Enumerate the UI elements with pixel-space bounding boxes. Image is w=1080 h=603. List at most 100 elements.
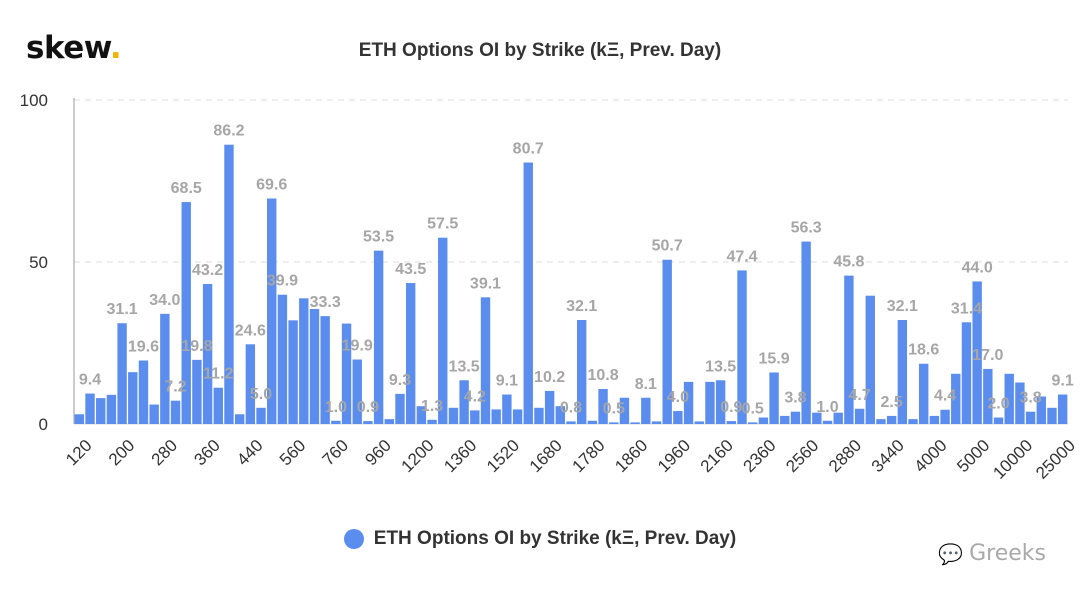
- bar: [662, 259, 672, 424]
- bar: [341, 323, 352, 424]
- x-tick-label: 4000: [911, 436, 951, 476]
- watermark: 💬 Greeks: [938, 541, 1046, 566]
- x-tick-label: 2880: [825, 436, 865, 476]
- bar: [822, 420, 833, 424]
- bar: [534, 407, 544, 424]
- data-label: 2.0: [987, 396, 1009, 413]
- data-label: 0.5: [742, 400, 764, 417]
- data-label: 32.1: [566, 298, 597, 315]
- x-tick-label: 120: [62, 436, 95, 469]
- bar: [405, 283, 416, 424]
- bar: [715, 380, 726, 424]
- bar: [224, 144, 234, 424]
- y-tick-label: 100: [20, 91, 48, 110]
- x-tick-label: 1780: [569, 436, 609, 476]
- data-label: 39.1: [470, 275, 501, 292]
- bar: [747, 422, 758, 424]
- data-label: 1.3: [421, 398, 443, 415]
- data-label: 19.9: [342, 338, 373, 355]
- bar: [427, 419, 437, 424]
- bar: [1047, 407, 1057, 424]
- bar: [459, 380, 469, 424]
- data-label: 3.8: [1019, 390, 1041, 407]
- bar: [983, 368, 993, 424]
- y-tick-label: 50: [29, 253, 48, 272]
- bar: [149, 404, 159, 424]
- bar: [1015, 382, 1025, 424]
- bar: [320, 316, 330, 424]
- bar: [512, 409, 523, 424]
- bar: [117, 323, 127, 424]
- bar: [758, 417, 769, 424]
- data-label: 31.1: [107, 301, 138, 318]
- bar: [480, 297, 491, 424]
- bar: [277, 294, 288, 424]
- bar: [993, 417, 1004, 424]
- x-tick-label: 2560: [782, 436, 822, 476]
- bar: [213, 387, 223, 424]
- bar: [726, 421, 737, 424]
- data-label: 11.2: [203, 366, 233, 383]
- data-label: 9.1: [496, 373, 518, 390]
- bar: [523, 162, 533, 425]
- bar: [309, 308, 320, 424]
- bar: [438, 237, 448, 424]
- bar: [192, 359, 202, 424]
- data-label: 4.2: [464, 388, 486, 405]
- bar: [384, 419, 395, 424]
- x-tick-label: 1860: [611, 436, 651, 476]
- watermark-text: Greeks: [969, 541, 1046, 566]
- data-label: 68.5: [171, 180, 202, 197]
- bar: [630, 422, 640, 424]
- skew-logo: skew.: [26, 30, 122, 66]
- bar: [972, 281, 982, 424]
- data-label: 13.5: [449, 358, 480, 375]
- bar: [544, 390, 555, 424]
- bar: [566, 421, 576, 424]
- data-label: 0.9: [357, 399, 379, 416]
- x-tick-label: 1360: [440, 436, 480, 476]
- data-label: 0.9: [720, 399, 742, 416]
- bar: [598, 389, 608, 424]
- bar: [373, 250, 384, 424]
- data-label: 9.3: [389, 372, 411, 389]
- bar: [138, 360, 149, 424]
- bar: [769, 372, 779, 424]
- bar: [1004, 373, 1014, 424]
- x-tick-label: 1200: [397, 436, 437, 476]
- x-tick-label: 3440: [868, 436, 908, 476]
- data-label: 1.0: [816, 399, 838, 416]
- data-label: 7.2: [164, 379, 186, 396]
- bar: [854, 408, 865, 424]
- bar: [919, 363, 929, 424]
- bar: [85, 393, 95, 424]
- x-tick-label: 1680: [526, 436, 566, 476]
- bar: [801, 241, 811, 424]
- x-tick-label: 280: [148, 436, 181, 469]
- chart-title: ETH Options OI by Strike (kΞ, Prev. Day): [358, 40, 722, 61]
- data-label: 57.5: [427, 216, 458, 233]
- x-tick-label: 360: [190, 436, 223, 469]
- data-label: 56.3: [791, 220, 822, 237]
- bar: [106, 394, 117, 424]
- bar: [694, 421, 704, 424]
- x-tick-label: 560: [276, 436, 309, 469]
- data-label: 69.6: [256, 176, 287, 193]
- x-tick-label: 2360: [740, 436, 780, 476]
- bar: [202, 284, 213, 424]
- bar: [299, 298, 309, 424]
- bar: [929, 415, 940, 424]
- legend-label: ETH Options OI by Strike (kΞ, Prev. Day): [373, 528, 737, 549]
- x-tick-label: 25000: [1032, 436, 1079, 483]
- bar: [641, 397, 651, 424]
- legend[interactable]: ETH Options OI by Strike (kΞ, Prev. Day): [0, 528, 1080, 550]
- bar: [705, 381, 715, 424]
- bar: [908, 419, 918, 424]
- data-label: 13.5: [705, 358, 736, 375]
- bar: [74, 414, 85, 424]
- x-tick-label: 1960: [654, 436, 694, 476]
- bar: [331, 420, 341, 424]
- data-label: 53.5: [363, 229, 394, 246]
- data-label: 0.8: [560, 399, 582, 416]
